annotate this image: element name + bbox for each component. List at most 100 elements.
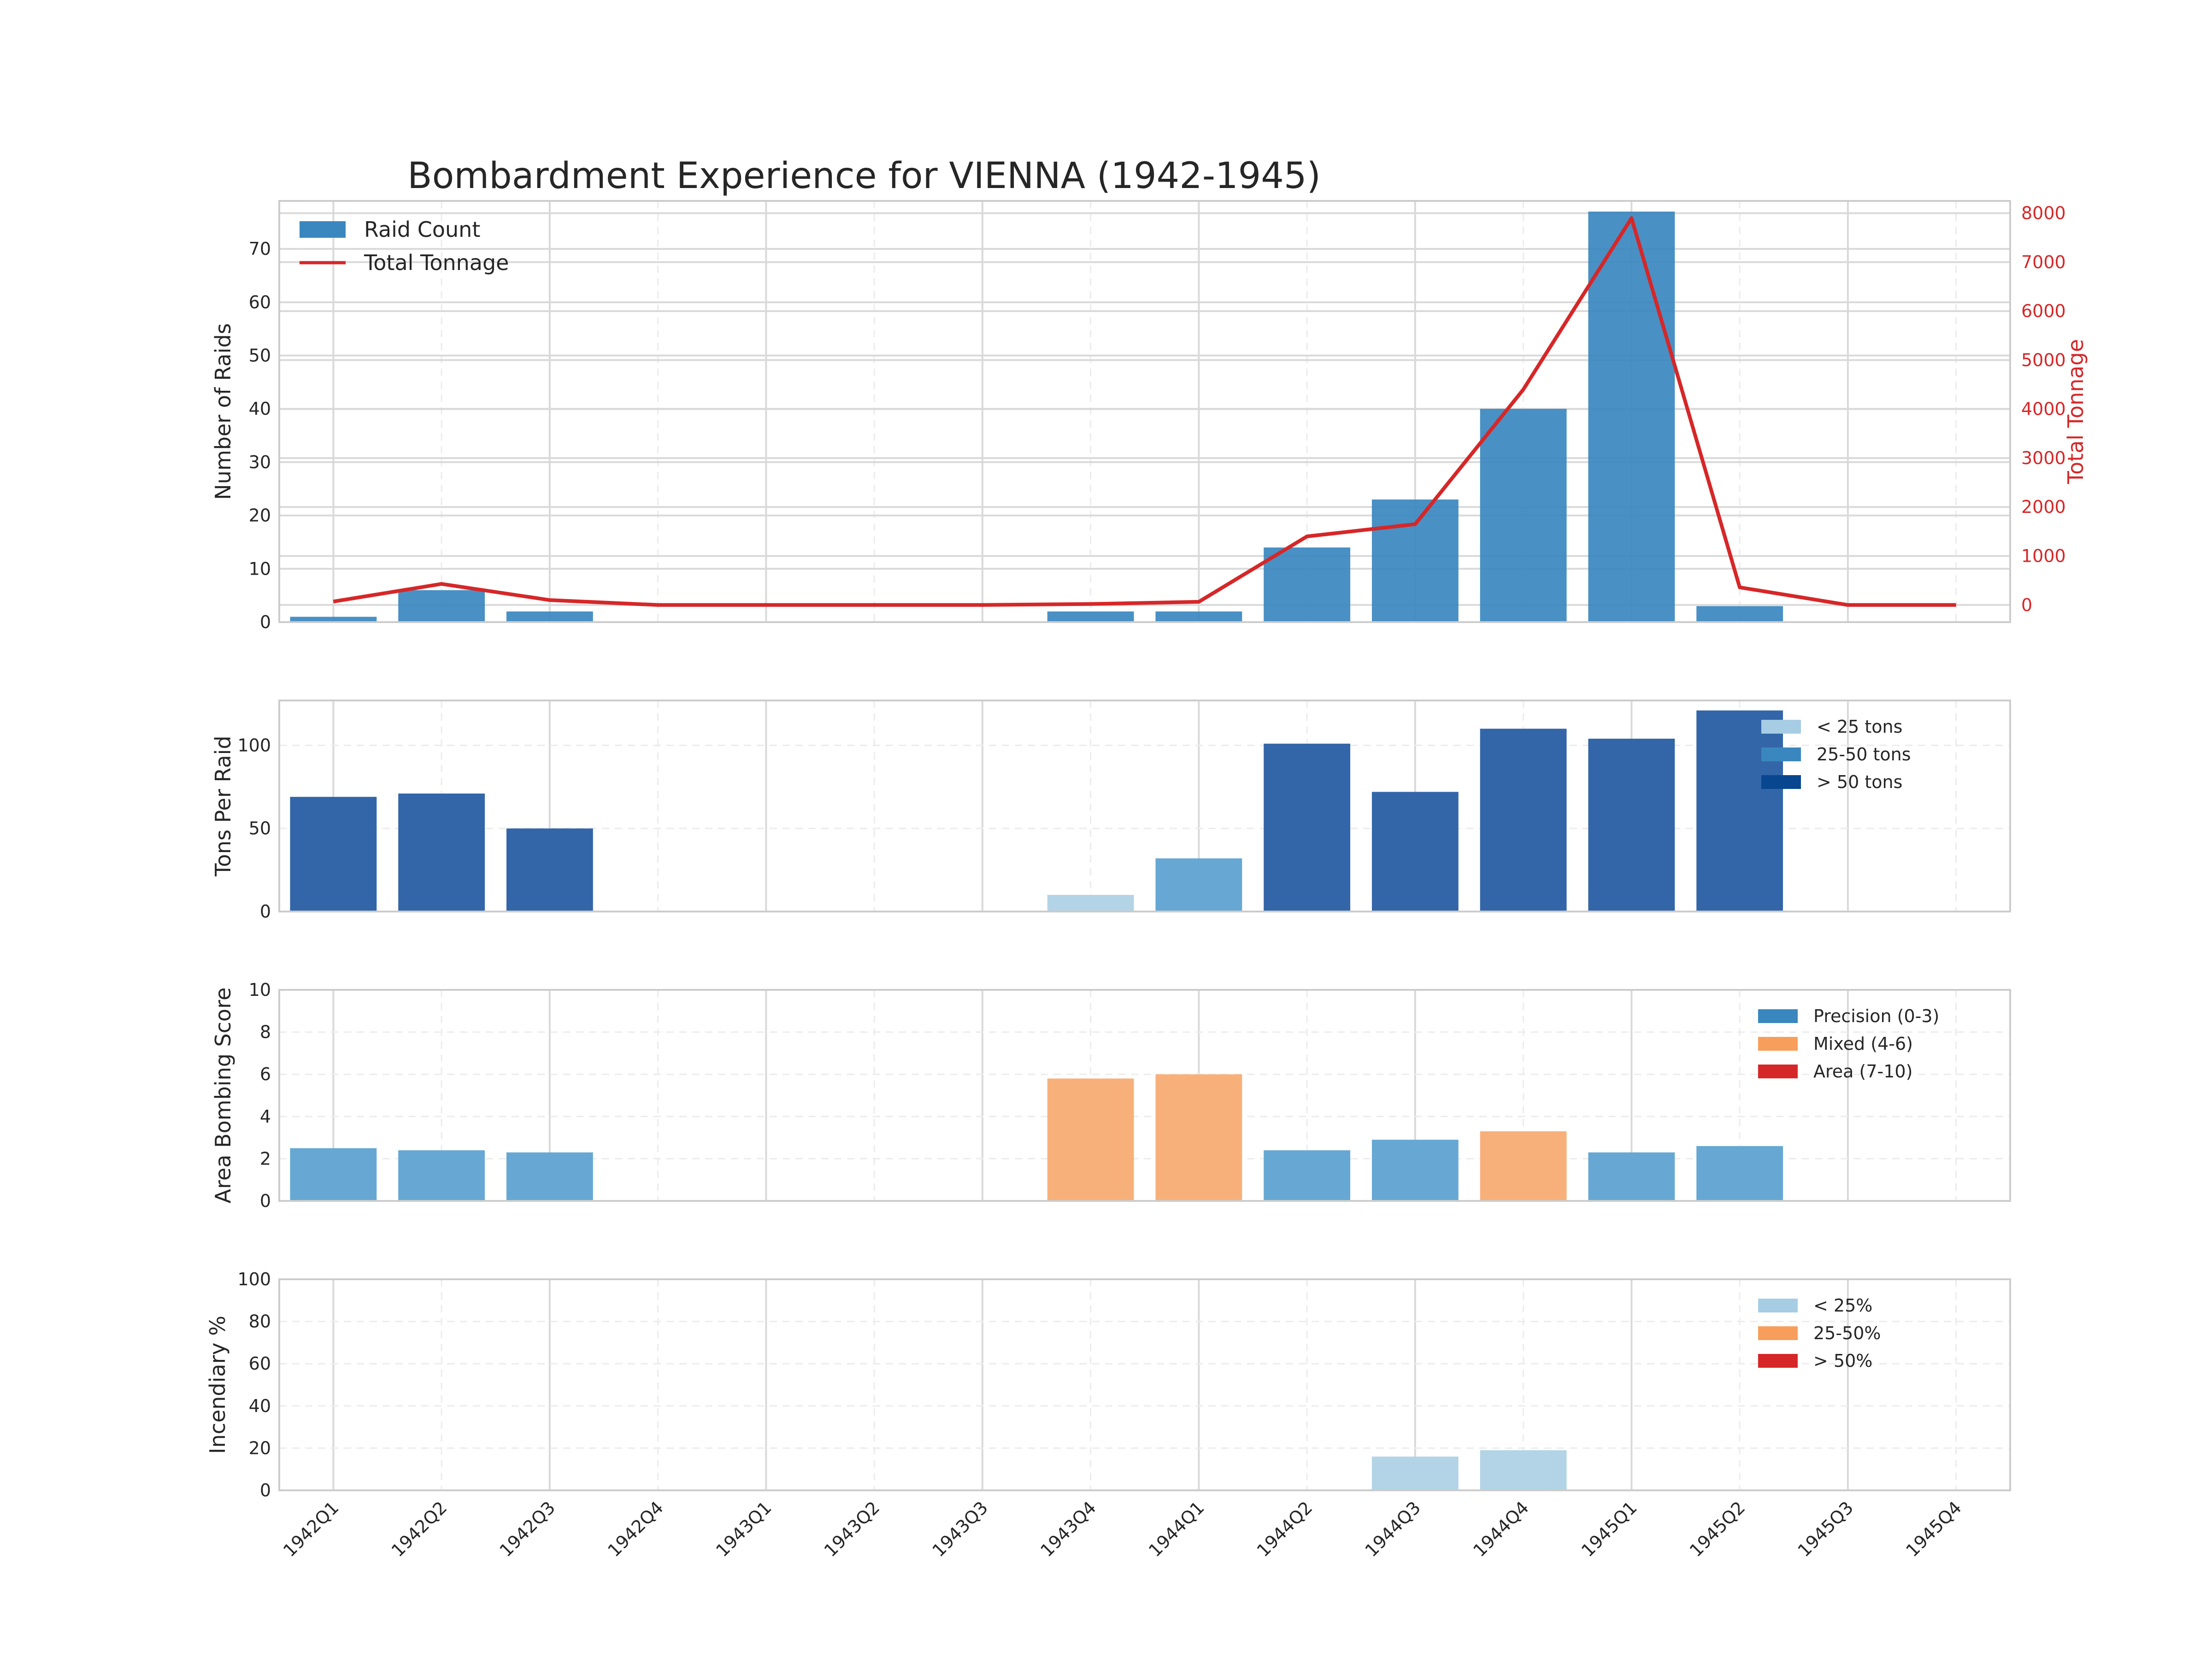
legend-label: 25-50 tons: [1817, 744, 1911, 765]
x-tick-label: 1945Q1: [1577, 1497, 1641, 1561]
x-tick-label: 1943Q4: [1036, 1497, 1100, 1561]
bar: [290, 1148, 377, 1201]
legend-label: < 25%: [1813, 1295, 1872, 1316]
chart-title: Bombardment Experience for VIENNA (1942-…: [407, 155, 1321, 197]
y-axis-label: Tons Per Raid: [211, 735, 235, 877]
y2-tick-label: 8000: [2021, 203, 2066, 224]
legend-swatch: [1758, 1009, 1798, 1023]
y-axis-label: Number of Raids: [211, 323, 235, 500]
x-tick-label: 1942Q2: [388, 1497, 451, 1561]
y-tick-label: 10: [249, 980, 271, 1000]
bar: [1371, 792, 1459, 912]
x-tick-label: 1944Q4: [1469, 1497, 1533, 1561]
y2-tick-label: 2000: [2021, 497, 2066, 517]
y2-tick-label: 3000: [2021, 448, 2066, 468]
panel-frame: [278, 700, 2011, 912]
y-tick-label: 4: [260, 1106, 271, 1127]
bar: [1480, 1131, 1567, 1201]
y-tick-label: 20: [249, 1438, 271, 1458]
panel-4: 0 20 40 60 80 100 Incendiary % < 25% 25-50% > 50%…: [205, 1269, 2011, 1561]
y-tick-label: 0: [260, 1480, 271, 1500]
y-tick-label: 60: [249, 292, 271, 312]
legend-label: Mixed (4-6): [1813, 1034, 1913, 1054]
x-tick-label: 1942Q4: [604, 1497, 667, 1561]
legend-swatch: [1758, 1326, 1798, 1340]
bar-raid-count: [1047, 611, 1134, 622]
bar: [1480, 729, 1567, 912]
x-tick-label: 1945Q3: [1794, 1497, 1857, 1561]
legend-label: > 50 tons: [1817, 772, 1902, 792]
x-tick-label: 1944Q1: [1145, 1497, 1208, 1561]
y-tick-label: 40: [249, 1396, 271, 1416]
legend-swatch: [1758, 1299, 1798, 1312]
y-tick-label: 50: [249, 346, 271, 366]
legend-label: Precision (0-3): [1813, 1006, 1939, 1026]
y2-axis-label: Total Tonnage: [2063, 339, 2088, 484]
legend-label: < 25 tons: [1817, 717, 1902, 737]
panel-frame: [278, 200, 2011, 623]
x-tick-label: 1943Q1: [712, 1497, 776, 1561]
bar: [398, 793, 485, 912]
x-tick-label: 1942Q1: [279, 1497, 343, 1561]
bar-raid-count: [290, 617, 377, 622]
y-tick-label: 30: [249, 452, 271, 472]
x-tick-label: 1943Q3: [928, 1497, 992, 1561]
x-tick-label: 1945Q4: [1902, 1497, 1965, 1561]
legend-swatch: [1761, 720, 1801, 734]
y2-tick-label: 4000: [2021, 399, 2066, 419]
line-total-tonnage: [333, 216, 1956, 607]
bar: [1588, 738, 1675, 912]
y-tick-label: 2: [260, 1148, 271, 1169]
bar: [398, 1150, 485, 1201]
y-tick-label: 10: [249, 559, 271, 579]
legend-label: 25-50%: [1813, 1323, 1881, 1343]
legend-label-total-tonnage: Total Tonnage: [364, 250, 509, 275]
bar: [1155, 1074, 1242, 1201]
x-tick-label: 1944Q3: [1361, 1497, 1424, 1561]
y-axis-label: Incendiary %: [205, 1316, 230, 1454]
legend-label-raid-count: Raid Count: [364, 217, 480, 242]
legend-swatch-raid-count: [300, 221, 346, 238]
panel-1: 0 1000 2000 3000 4000 5000 6000 7000 8000 Total T…: [211, 200, 2088, 632]
x-tick-label: 1943Q2: [820, 1497, 884, 1561]
y-tick-label: 6: [260, 1064, 271, 1084]
y-tick-label: 20: [249, 506, 271, 526]
bar: [506, 1152, 593, 1201]
y2-tick-label: 0: [2021, 595, 2032, 615]
bar: [1047, 894, 1134, 912]
y-axis-label: Area Bombing Score: [211, 988, 235, 1204]
bar-raid-count: [1155, 611, 1242, 622]
y-tick-label: 100: [237, 735, 271, 755]
y-tick-label: 60: [249, 1353, 271, 1374]
y-tick-label: 0: [260, 612, 271, 632]
y-tick-label: 8: [260, 1022, 271, 1042]
legend-label: Area (7-10): [1813, 1061, 1912, 1082]
y-tick-label: 100: [237, 1269, 271, 1289]
y-tick-label: 80: [249, 1312, 271, 1332]
y-tick-label: 0: [260, 901, 271, 922]
bar: [1696, 1146, 1783, 1201]
panel-3: 0 2 4 6 8 10 Area Bombing Score Precision (0-3)…: [211, 980, 2011, 1211]
bar-raid-count: [1696, 606, 1783, 622]
bar: [1371, 1456, 1459, 1490]
bar-raid-count: [1371, 499, 1459, 622]
y2-tick-label: 1000: [2021, 546, 2066, 566]
legend-swatch: [1758, 1065, 1798, 1078]
bar-raid-count: [1264, 547, 1351, 622]
panel-frame: [278, 1278, 2011, 1491]
bar: [1588, 1152, 1675, 1201]
bar-raid-count: [1588, 212, 1675, 622]
bar: [1155, 858, 1242, 912]
bar: [1480, 1450, 1567, 1490]
legend-swatch: [1761, 747, 1801, 761]
y2-tick-label: 7000: [2021, 252, 2066, 272]
bar-raid-count: [506, 611, 593, 622]
legend-swatch: [1761, 775, 1801, 789]
y2-tick-label: 5000: [2021, 350, 2066, 370]
y2-tick-label: 6000: [2021, 301, 2066, 321]
bar: [1371, 1140, 1459, 1201]
x-tick-label: 1944Q2: [1253, 1497, 1317, 1561]
legend-swatch: [1758, 1037, 1798, 1051]
